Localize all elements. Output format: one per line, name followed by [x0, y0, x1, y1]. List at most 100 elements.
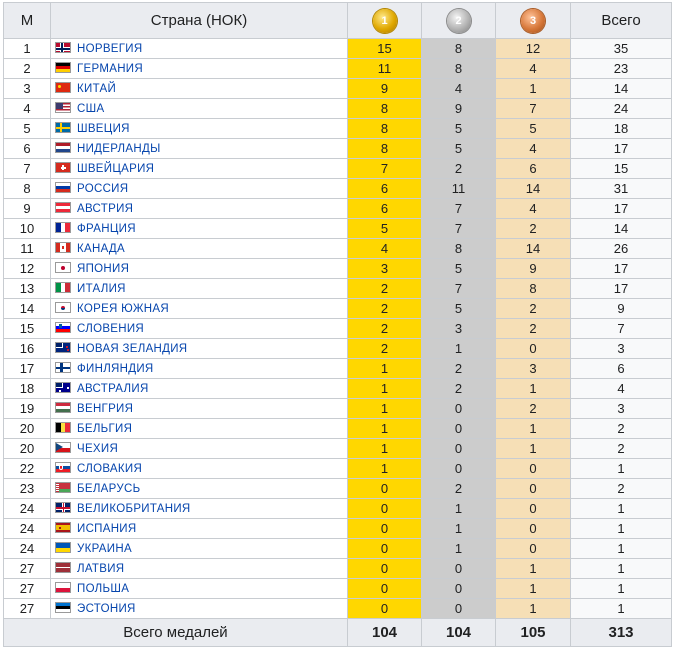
rank-cell: 24: [3, 518, 51, 539]
country-link[interactable]: КАНАДА: [77, 243, 125, 255]
country-cell: КИТАЙ: [50, 78, 348, 99]
bronze-cell: 1: [495, 558, 571, 579]
country-link[interactable]: НОРВЕГИЯ: [77, 43, 143, 55]
bronze-medal-icon: 3: [521, 8, 545, 33]
bronze-header[interactable]: 3: [495, 2, 571, 39]
gold-header[interactable]: 1: [347, 2, 422, 39]
country-link[interactable]: ГЕРМАНИЯ: [77, 63, 143, 75]
silver-header[interactable]: 2: [421, 2, 496, 39]
usa-flag-icon: [55, 102, 71, 113]
totals-row: Всего медалей 104 104 105 313: [3, 618, 672, 647]
country-link[interactable]: ФИНЛЯНДИЯ: [77, 363, 154, 375]
country-link[interactable]: СЛОВЕНИЯ: [77, 323, 145, 335]
country-link[interactable]: ИСПАНИЯ: [77, 523, 137, 535]
rank-cell: 22: [3, 458, 51, 479]
silver-cell: 2: [421, 358, 496, 379]
total-cell: 26: [570, 238, 672, 259]
total-cell: 17: [570, 198, 672, 219]
silver-cell: 2: [421, 158, 496, 179]
bronze-cell: 2: [495, 218, 571, 239]
gold-cell: 1: [347, 398, 422, 419]
estonia-flag-icon: [55, 602, 71, 613]
uk-flag-icon: [55, 502, 71, 513]
country-link[interactable]: ИТАЛИЯ: [77, 283, 126, 295]
bronze-cell: 0: [495, 458, 571, 479]
country-link[interactable]: ПОЛЬША: [77, 583, 130, 595]
country-link[interactable]: БЕЛАРУСЬ: [77, 483, 141, 495]
silver-cell: 5: [421, 118, 496, 139]
bronze-cell: 4: [495, 138, 571, 159]
total-cell: 2: [570, 478, 672, 499]
table-row: 3 КИТАЙ 9 4 1 14: [3, 78, 672, 99]
silver-cell: 0: [421, 398, 496, 419]
country-link[interactable]: ВЕЛИКОБРИТАНИЯ: [77, 503, 191, 515]
country-link[interactable]: ВЕНГРИЯ: [77, 403, 134, 415]
czech-flag-icon: [55, 442, 71, 453]
country-link[interactable]: АВСТРАЛИЯ: [77, 383, 149, 395]
gold-cell: 8: [347, 118, 422, 139]
country-cell: ВЕНГРИЯ: [50, 398, 348, 419]
country-link[interactable]: РОССИЯ: [77, 183, 129, 195]
total-cell: 1: [570, 458, 672, 479]
country-link[interactable]: ЭСТОНИЯ: [77, 603, 136, 615]
bronze-cell: 1: [495, 78, 571, 99]
bronze-cell: 12: [495, 38, 571, 59]
total-cell: 3: [570, 338, 672, 359]
canada-flag-icon: [55, 242, 71, 253]
country-link[interactable]: НИДЕРЛАНДЫ: [77, 143, 161, 155]
silver-cell: 7: [421, 278, 496, 299]
country-cell: ИСПАНИЯ: [50, 518, 348, 539]
rank-cell: 4: [3, 98, 51, 119]
total-cell: 1: [570, 598, 672, 619]
silver-medal-icon: 2: [446, 8, 471, 33]
table-row: 6 НИДЕРЛАНДЫ 8 5 4 17: [3, 138, 672, 159]
country-link[interactable]: ЧЕХИЯ: [77, 443, 119, 455]
total-cell: 35: [570, 38, 672, 59]
total-cell: 1: [570, 538, 672, 559]
rank-header[interactable]: М: [3, 2, 51, 39]
country-cell: ЧЕХИЯ: [50, 438, 348, 459]
france-flag-icon: [55, 222, 71, 233]
table-row: 24 ИСПАНИЯ 0 1 0 1: [3, 518, 672, 539]
country-cell: ЭСТОНИЯ: [50, 598, 348, 619]
russia-flag-icon: [55, 182, 71, 193]
silver-cell: 5: [421, 298, 496, 319]
country-link[interactable]: ФРАНЦИЯ: [77, 223, 136, 235]
bronze-cell: 4: [495, 198, 571, 219]
country-link[interactable]: НОВАЯ ЗЕЛАНДИЯ: [77, 343, 188, 355]
country-link[interactable]: ШВЕЦИЯ: [77, 123, 130, 135]
rank-cell: 27: [3, 578, 51, 599]
country-cell: НИДЕРЛАНДЫ: [50, 138, 348, 159]
country-cell: США: [50, 98, 348, 119]
table-row: 22 СЛОВАКИЯ 1 0 0 1: [3, 458, 672, 479]
table-row: 18 АВСТРАЛИЯ 1 2 1 4: [3, 378, 672, 399]
bronze-cell: 0: [495, 518, 571, 539]
country-link[interactable]: БЕЛЬГИЯ: [77, 423, 133, 435]
table-row: 4 США 8 9 7 24: [3, 98, 672, 119]
country-cell: ФИНЛЯНДИЯ: [50, 358, 348, 379]
country-cell: НОРВЕГИЯ: [50, 38, 348, 59]
country-link[interactable]: УКРАИНА: [77, 543, 132, 555]
country-cell: ЛАТВИЯ: [50, 558, 348, 579]
gold-cell: 8: [347, 138, 422, 159]
rank-cell: 19: [3, 398, 51, 419]
country-link[interactable]: АВСТРИЯ: [77, 203, 134, 215]
country-link[interactable]: США: [77, 103, 105, 115]
total-cell: 3: [570, 398, 672, 419]
total-header[interactable]: Всего: [570, 2, 672, 39]
rank-cell: 10: [3, 218, 51, 239]
country-header[interactable]: Страна (НОК): [50, 2, 348, 39]
country-link[interactable]: СЛОВАКИЯ: [77, 463, 143, 475]
bronze-cell: 1: [495, 418, 571, 439]
country-link[interactable]: ЯПОНИЯ: [77, 263, 130, 275]
gold-cell: 0: [347, 598, 422, 619]
country-link[interactable]: КОРЕЯ ЮЖНАЯ: [77, 303, 169, 315]
country-link[interactable]: КИТАЙ: [77, 83, 117, 95]
japan-flag-icon: [55, 262, 71, 273]
total-cell: 24: [570, 98, 672, 119]
country-cell: СЛОВАКИЯ: [50, 458, 348, 479]
silver-cell: 7: [421, 218, 496, 239]
country-link[interactable]: ЛАТВИЯ: [77, 563, 125, 575]
country-link[interactable]: ШВЕЙЦАРИЯ: [77, 163, 155, 175]
rank-cell: 16: [3, 338, 51, 359]
